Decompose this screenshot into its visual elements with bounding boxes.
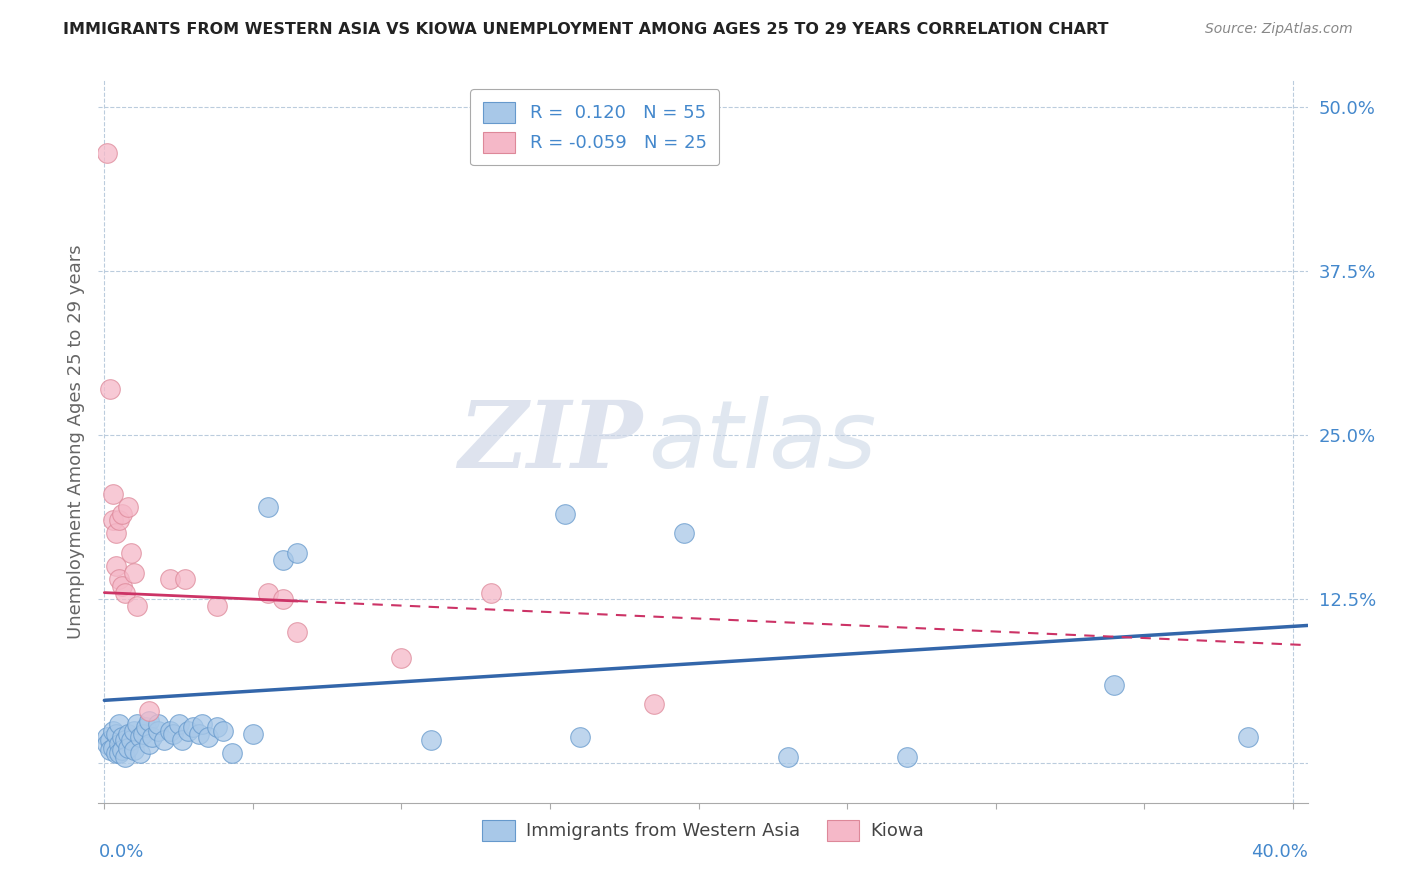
- Point: [105, 559, 128, 574]
- Point: [197, 730, 219, 744]
- Point: [105, 727, 128, 741]
- Point: [287, 625, 309, 640]
- Text: 0.0%: 0.0%: [98, 843, 143, 861]
- Point: [138, 714, 160, 729]
- Point: [271, 592, 294, 607]
- Point: [120, 546, 142, 560]
- Text: 40.0%: 40.0%: [1251, 843, 1308, 861]
- Point: [98, 743, 121, 757]
- Point: [256, 500, 278, 515]
- Point: [120, 732, 142, 747]
- Point: [108, 746, 131, 760]
- Point: [256, 585, 278, 599]
- Point: [242, 727, 264, 741]
- Point: [391, 651, 413, 665]
- Point: [111, 579, 134, 593]
- Point: [672, 526, 695, 541]
- Text: ZIP: ZIP: [458, 397, 643, 486]
- Point: [167, 717, 190, 731]
- Point: [141, 730, 163, 744]
- Legend: Immigrants from Western Asia, Kiowa: Immigrants from Western Asia, Kiowa: [475, 813, 931, 848]
- Point: [122, 566, 145, 580]
- Point: [108, 573, 131, 587]
- Point: [108, 737, 131, 751]
- Point: [114, 732, 136, 747]
- Point: [554, 507, 576, 521]
- Point: [138, 704, 160, 718]
- Point: [117, 727, 139, 741]
- Point: [183, 720, 205, 734]
- Point: [207, 599, 229, 613]
- Point: [479, 585, 502, 599]
- Point: [1104, 677, 1126, 691]
- Point: [1237, 730, 1260, 744]
- Point: [221, 746, 243, 760]
- Point: [105, 526, 128, 541]
- Point: [125, 599, 148, 613]
- Point: [98, 732, 121, 747]
- Point: [114, 585, 136, 599]
- Point: [122, 723, 145, 738]
- Point: [96, 730, 118, 744]
- Point: [111, 730, 134, 744]
- Point: [159, 723, 181, 738]
- Point: [125, 717, 148, 731]
- Point: [212, 723, 235, 738]
- Point: [117, 500, 139, 515]
- Point: [111, 743, 134, 757]
- Point: [152, 732, 174, 747]
- Text: Source: ZipAtlas.com: Source: ZipAtlas.com: [1205, 22, 1353, 37]
- Point: [287, 546, 309, 560]
- Point: [170, 732, 193, 747]
- Point: [111, 507, 134, 521]
- Point: [117, 740, 139, 755]
- Point: [176, 723, 198, 738]
- Point: [207, 720, 229, 734]
- Point: [162, 727, 184, 741]
- Point: [132, 727, 155, 741]
- Text: atlas: atlas: [648, 396, 877, 487]
- Point: [96, 145, 118, 160]
- Point: [191, 717, 214, 731]
- Point: [122, 743, 145, 757]
- Point: [146, 723, 169, 738]
- Point: [114, 749, 136, 764]
- Point: [420, 732, 443, 747]
- Point: [159, 573, 181, 587]
- Point: [105, 746, 128, 760]
- Point: [96, 737, 118, 751]
- Point: [135, 720, 157, 734]
- Point: [138, 737, 160, 751]
- Point: [896, 749, 918, 764]
- Point: [271, 553, 294, 567]
- Point: [108, 717, 131, 731]
- Text: IMMIGRANTS FROM WESTERN ASIA VS KIOWA UNEMPLOYMENT AMONG AGES 25 TO 29 YEARS COR: IMMIGRANTS FROM WESTERN ASIA VS KIOWA UN…: [63, 22, 1109, 37]
- Point: [103, 723, 125, 738]
- Point: [188, 727, 211, 741]
- Point: [643, 698, 665, 712]
- Point: [146, 717, 169, 731]
- Point: [173, 573, 195, 587]
- Point: [103, 487, 125, 501]
- Point: [108, 513, 131, 527]
- Point: [129, 730, 152, 744]
- Y-axis label: Unemployment Among Ages 25 to 29 years: Unemployment Among Ages 25 to 29 years: [66, 244, 84, 639]
- Point: [568, 730, 591, 744]
- Point: [103, 513, 125, 527]
- Point: [776, 749, 799, 764]
- Point: [103, 740, 125, 755]
- Point: [98, 382, 121, 396]
- Point: [129, 746, 152, 760]
